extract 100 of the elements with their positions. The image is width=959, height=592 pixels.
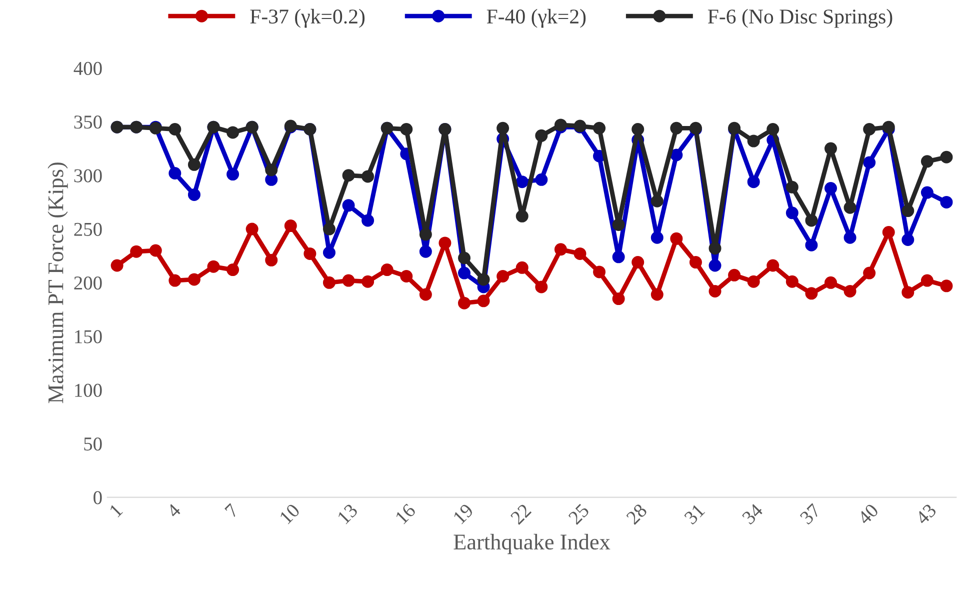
point bbox=[265, 254, 278, 266]
x-tick-label: 43 bbox=[914, 503, 937, 526]
y-tick-label: 300 bbox=[74, 169, 102, 182]
point bbox=[863, 156, 876, 169]
x-tick-label: 1 bbox=[109, 503, 123, 518]
point bbox=[593, 122, 606, 134]
x-tick-label: 37 bbox=[799, 502, 822, 525]
point bbox=[362, 170, 374, 183]
point bbox=[535, 173, 548, 186]
point bbox=[496, 270, 510, 282]
x-tick-label: 31 bbox=[684, 503, 706, 525]
point bbox=[670, 232, 683, 245]
y-tick-label: 0 bbox=[94, 491, 102, 504]
point bbox=[689, 256, 702, 269]
point bbox=[632, 122, 644, 136]
point bbox=[805, 238, 818, 252]
point bbox=[612, 218, 625, 231]
point bbox=[304, 247, 316, 260]
point bbox=[824, 142, 837, 155]
point bbox=[342, 169, 355, 182]
y-tick-label: 200 bbox=[74, 276, 102, 290]
point bbox=[824, 276, 837, 289]
point bbox=[612, 250, 625, 264]
point bbox=[207, 260, 220, 273]
point bbox=[728, 268, 741, 282]
point bbox=[400, 122, 413, 136]
point bbox=[786, 206, 798, 220]
point bbox=[516, 210, 528, 222]
point bbox=[708, 259, 722, 272]
point bbox=[284, 220, 297, 232]
point bbox=[168, 122, 182, 136]
point bbox=[226, 264, 240, 276]
point bbox=[265, 164, 278, 176]
x-tick-label: 40 bbox=[856, 503, 880, 526]
point bbox=[708, 242, 722, 255]
point bbox=[766, 259, 780, 272]
point bbox=[786, 180, 798, 194]
point bbox=[882, 226, 895, 238]
point bbox=[902, 286, 914, 299]
point bbox=[574, 247, 586, 260]
point bbox=[670, 122, 683, 134]
x-tick-label: 13 bbox=[337, 503, 358, 524]
point bbox=[188, 188, 200, 201]
point bbox=[246, 222, 258, 236]
point bbox=[477, 273, 490, 286]
point bbox=[188, 273, 200, 286]
point bbox=[535, 280, 548, 294]
point bbox=[477, 294, 490, 308]
y-axis-title: Maximum PT Force (Kips) bbox=[48, 162, 68, 404]
point bbox=[940, 280, 953, 292]
point bbox=[650, 194, 664, 208]
point bbox=[438, 236, 452, 250]
point bbox=[766, 122, 780, 136]
x-tick-label: 34 bbox=[742, 502, 764, 525]
legend-label: F-40 (γk=2) bbox=[486, 8, 586, 28]
point bbox=[940, 150, 953, 164]
x-tick-label: 22 bbox=[510, 503, 532, 525]
point bbox=[650, 288, 664, 301]
point bbox=[844, 201, 856, 214]
point bbox=[380, 264, 394, 276]
point bbox=[940, 196, 953, 208]
point bbox=[535, 129, 548, 142]
point bbox=[844, 285, 856, 298]
point bbox=[824, 182, 837, 195]
point bbox=[458, 266, 471, 280]
point bbox=[902, 204, 914, 218]
point bbox=[747, 176, 760, 188]
point bbox=[226, 126, 240, 139]
x-tick-label: 28 bbox=[626, 503, 648, 525]
point bbox=[650, 231, 664, 244]
y-tick-label: 150 bbox=[75, 330, 102, 344]
point bbox=[130, 245, 143, 258]
point bbox=[670, 148, 683, 162]
point bbox=[419, 288, 432, 301]
point bbox=[168, 166, 182, 180]
legend-label: F-37 (γk=0.2) bbox=[250, 8, 365, 28]
point bbox=[920, 274, 934, 287]
point bbox=[458, 252, 471, 264]
point bbox=[322, 222, 336, 236]
point bbox=[863, 122, 876, 136]
y-tick-label: 400 bbox=[74, 62, 102, 76]
point bbox=[747, 134, 760, 148]
y-tick-label: 250 bbox=[74, 222, 102, 236]
point bbox=[516, 261, 528, 274]
point bbox=[149, 244, 162, 257]
point bbox=[400, 270, 413, 282]
point bbox=[226, 168, 240, 181]
legend-label: F-6 (No Disc Springs) bbox=[708, 8, 892, 28]
x-tick-label: 25 bbox=[568, 503, 590, 525]
point bbox=[362, 275, 374, 288]
point bbox=[920, 186, 934, 199]
point bbox=[920, 155, 934, 168]
point bbox=[322, 246, 336, 259]
point bbox=[458, 296, 471, 310]
x-axis-title: Earthquake Index bbox=[454, 534, 610, 554]
point bbox=[708, 285, 722, 298]
point bbox=[805, 214, 818, 227]
y-tick-label: 100 bbox=[75, 384, 102, 397]
point bbox=[805, 287, 818, 300]
y-tick-label: 50 bbox=[84, 437, 102, 451]
